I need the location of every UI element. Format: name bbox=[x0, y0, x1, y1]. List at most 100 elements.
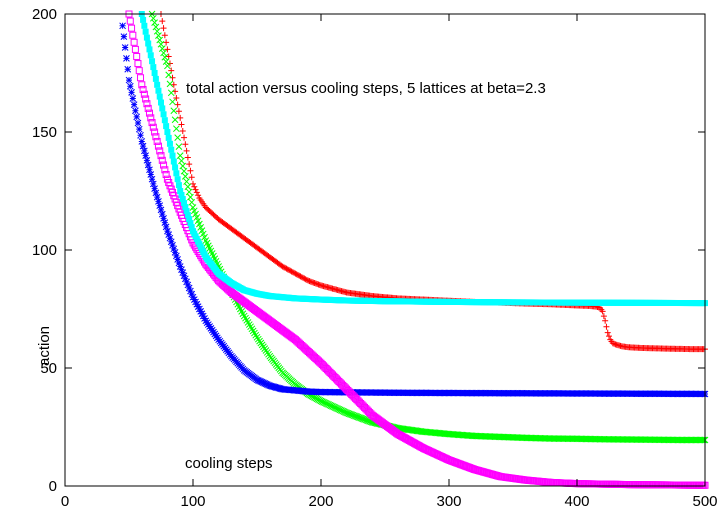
data-point bbox=[149, 58, 156, 65]
data-point bbox=[175, 259, 183, 267]
data-point bbox=[176, 152, 184, 159]
data-point bbox=[286, 267, 292, 274]
data-point bbox=[179, 269, 187, 277]
data-point bbox=[179, 128, 186, 135]
data-point bbox=[188, 224, 195, 231]
x-tick-label: 100 bbox=[180, 493, 205, 510]
data-point bbox=[149, 123, 157, 131]
data-point bbox=[140, 90, 148, 98]
data-point bbox=[604, 329, 611, 336]
data-point bbox=[129, 31, 137, 39]
y-tick-label: 50 bbox=[40, 360, 57, 377]
data-point bbox=[119, 22, 126, 30]
data-point bbox=[187, 220, 194, 227]
data-point bbox=[170, 158, 177, 165]
data-point bbox=[139, 142, 147, 150]
data-point bbox=[164, 129, 171, 135]
data-point bbox=[175, 182, 182, 189]
data-point bbox=[177, 188, 184, 194]
data-point bbox=[157, 152, 165, 160]
data-point bbox=[163, 39, 170, 46]
data-point bbox=[192, 186, 199, 193]
data-point bbox=[300, 274, 307, 281]
data-point bbox=[153, 137, 161, 145]
y-tick-label: 150 bbox=[32, 124, 57, 141]
data-point bbox=[193, 189, 200, 196]
data-point bbox=[162, 170, 170, 178]
data-point bbox=[175, 108, 182, 115]
x-tick-label: 200 bbox=[308, 493, 333, 510]
data-point bbox=[170, 81, 177, 88]
data-point bbox=[147, 171, 155, 178]
x-tick-label: 300 bbox=[436, 493, 461, 510]
data-point bbox=[158, 45, 166, 52]
data-point bbox=[155, 32, 162, 39]
data-point bbox=[178, 157, 185, 165]
data-point bbox=[156, 202, 164, 209]
data-point bbox=[129, 95, 137, 102]
data-point bbox=[282, 264, 289, 271]
data-point bbox=[153, 193, 161, 201]
data-point bbox=[183, 208, 190, 215]
x-tick-label: 400 bbox=[564, 493, 589, 510]
data-point bbox=[153, 27, 161, 35]
data-point bbox=[120, 33, 128, 41]
data-point bbox=[172, 164, 179, 171]
data-point bbox=[181, 200, 188, 207]
data-point bbox=[146, 46, 153, 53]
data-point bbox=[155, 198, 162, 205]
data-point bbox=[191, 183, 198, 190]
series-3 bbox=[125, 10, 709, 489]
data-point bbox=[160, 215, 167, 222]
data-point bbox=[145, 109, 153, 117]
data-point bbox=[141, 147, 148, 155]
data-point bbox=[301, 275, 308, 282]
data-point bbox=[173, 252, 180, 260]
data-point bbox=[147, 114, 155, 122]
data-point bbox=[128, 24, 136, 32]
data-point bbox=[126, 17, 134, 25]
data-point bbox=[167, 238, 175, 246]
x-tick-label: 0 bbox=[61, 493, 69, 510]
data-point bbox=[126, 82, 134, 90]
data-point bbox=[190, 296, 198, 303]
data-point bbox=[184, 154, 191, 161]
data-point bbox=[163, 123, 170, 130]
data-point bbox=[152, 23, 160, 31]
data-point bbox=[149, 14, 157, 22]
data-point bbox=[181, 275, 189, 283]
data-point bbox=[283, 265, 290, 272]
data-point bbox=[602, 317, 609, 324]
data-point bbox=[188, 198, 196, 206]
data-point bbox=[165, 231, 173, 239]
data-point bbox=[193, 300, 201, 308]
data-point bbox=[184, 212, 191, 219]
data-point bbox=[142, 152, 149, 159]
data-point bbox=[135, 67, 143, 75]
data-point bbox=[181, 134, 188, 141]
data-point bbox=[135, 125, 143, 133]
data-point bbox=[160, 49, 167, 57]
data-point bbox=[181, 173, 189, 180]
data-point bbox=[147, 52, 154, 59]
data-point bbox=[185, 284, 193, 292]
data-point bbox=[160, 161, 168, 169]
data-point bbox=[184, 183, 192, 191]
data-point bbox=[178, 192, 185, 199]
data-point bbox=[130, 101, 138, 108]
data-point bbox=[161, 32, 168, 39]
data-point bbox=[600, 313, 607, 320]
data-point bbox=[186, 161, 193, 168]
data-point bbox=[170, 245, 178, 253]
data-point bbox=[174, 256, 181, 263]
data-point bbox=[162, 223, 170, 231]
data-point bbox=[140, 16, 147, 23]
data-point bbox=[188, 174, 195, 181]
data-point bbox=[132, 107, 139, 115]
data-point bbox=[149, 180, 157, 188]
data-point bbox=[289, 269, 296, 276]
data-point bbox=[279, 263, 286, 270]
data-point bbox=[297, 273, 304, 280]
data-point bbox=[292, 270, 299, 277]
